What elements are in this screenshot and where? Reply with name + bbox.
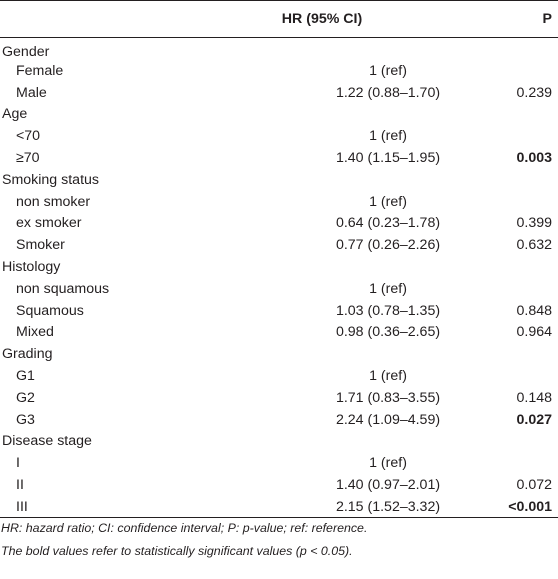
- row-p-value: [464, 38, 558, 61]
- table-row: Mixed 0.98 (0.36–2.65) 0.964: [0, 322, 558, 344]
- footnote-abbreviations: HR: hazard ratio; CI: confidence interva…: [1, 521, 368, 535]
- row-label: non smoker: [16, 193, 91, 210]
- row-label: Squamous: [16, 302, 84, 319]
- row-p-value: 0.027: [516, 411, 552, 428]
- row-group-label: Grading: [2, 346, 53, 363]
- row-label: ex smoker: [16, 215, 82, 232]
- table-row: ex smoker 0.64 (0.23–1.78) 0.399: [0, 213, 558, 235]
- row-label: Smoker: [16, 237, 65, 254]
- row-p-value: 0.239: [516, 84, 552, 101]
- table-row: Gender: [0, 38, 558, 61]
- header-variable: [0, 1, 180, 38]
- row-hr-value: 1.03 (0.78–1.35): [335, 302, 441, 319]
- table-row: Age: [0, 104, 558, 126]
- row-hr-value: [180, 343, 464, 365]
- row-p-value: [464, 256, 558, 278]
- row-p-value: [464, 60, 558, 82]
- row-p-value: [464, 343, 558, 365]
- table-row: non squamous 1 (ref): [0, 278, 558, 300]
- row-p-value: 0.399: [516, 215, 552, 232]
- table-row: Histology: [0, 256, 558, 278]
- row-hr-value: 1 (ref): [369, 368, 407, 385]
- row-p-value: 0.072: [516, 477, 552, 494]
- table-row: G2 1.71 (0.83–3.55) 0.148: [0, 387, 558, 409]
- row-p-value: 0.632: [516, 237, 552, 254]
- header-row: HR (95% CI) P: [0, 0, 558, 38]
- row-p-value: 0.148: [516, 389, 552, 406]
- table-row: I 1 (ref): [0, 452, 558, 474]
- table-row: Squamous 1.03 (0.78–1.35) 0.848: [0, 300, 558, 322]
- table-row: Grading: [0, 343, 558, 365]
- row-hr-value: 0.64 (0.23–1.78): [335, 215, 441, 232]
- table-header: HR (95% CI) P: [0, 0, 558, 38]
- row-hr-value: [180, 256, 464, 278]
- table-row: non smoker 1 (ref): [0, 191, 558, 213]
- row-group-label: Disease stage: [2, 433, 92, 450]
- row-group-label: Gender: [2, 44, 50, 60]
- row-p-value: <0.001: [508, 498, 552, 515]
- row-p-value: [464, 278, 558, 300]
- row-hr-value: 1.40 (1.15–1.95): [335, 150, 441, 167]
- row-hr-value: 1.40 (0.97–2.01): [335, 477, 441, 494]
- row-label: G1: [16, 368, 35, 385]
- table-row: G3 2.24 (1.09–4.59) 0.027: [0, 409, 558, 431]
- row-hr-value: [180, 169, 464, 191]
- row-label: <70: [16, 128, 41, 145]
- header-hr: HR (95% CI): [281, 11, 363, 27]
- row-label: ≥70: [16, 150, 40, 167]
- row-label: G3: [16, 411, 35, 428]
- row-p-value: [464, 365, 558, 387]
- row-p-value: 0.964: [516, 324, 552, 341]
- table-row: Disease stage: [0, 431, 558, 453]
- row-hr-value: 1 (ref): [369, 62, 407, 79]
- row-hr-value: 1 (ref): [369, 455, 407, 472]
- table-body: Gender Female 1 (ref) Male 1.22 (0.88–1.70) 0…: [0, 38, 558, 518]
- row-label: II: [16, 477, 24, 494]
- row-label: III: [16, 498, 28, 515]
- row-p-value: [464, 125, 558, 147]
- row-label: Female: [16, 62, 64, 79]
- row-p-value: [464, 431, 558, 453]
- header-p: P: [542, 11, 552, 27]
- row-hr-value: 2.24 (1.09–4.59): [335, 411, 441, 428]
- row-hr-value: 1.71 (0.83–3.55): [335, 389, 441, 406]
- row-p-value: 0.848: [516, 302, 552, 319]
- row-label: G2: [16, 389, 35, 406]
- row-hr-value: [180, 104, 464, 126]
- table-row: Smoker 0.77 (0.26–2.26) 0.632: [0, 234, 558, 256]
- row-hr-value: 2.15 (1.52–3.32): [335, 498, 441, 515]
- table-footnotes: HR: hazard ratio; CI: confidence interva…: [0, 517, 558, 563]
- table-row: Male 1.22 (0.88–1.70) 0.239: [0, 82, 558, 104]
- row-group-label: Histology: [2, 259, 61, 276]
- table-row: II 1.40 (0.97–2.01) 0.072: [0, 474, 558, 496]
- table-row: G1 1 (ref): [0, 365, 558, 387]
- row-hr-value: [180, 38, 464, 61]
- row-label: Mixed: [16, 324, 54, 341]
- row-p-value: 0.003: [516, 150, 552, 167]
- table-row: Smoking status: [0, 169, 558, 191]
- row-label: non squamous: [16, 280, 110, 297]
- row-p-value: [464, 191, 558, 213]
- row-p-value: [464, 169, 558, 191]
- row-group-label: Age: [2, 106, 28, 123]
- row-p-value: [464, 104, 558, 126]
- table-row: III 2.15 (1.52–3.32) <0.001: [0, 496, 558, 518]
- row-hr-value: 0.98 (0.36–2.65): [335, 324, 441, 341]
- hazard-ratio-table: HR (95% CI) P Gender Female 1 (ref) Male 1.2…: [0, 0, 558, 518]
- row-hr-value: [180, 431, 464, 453]
- row-hr-value: 1 (ref): [369, 280, 407, 297]
- table-row: Female 1 (ref): [0, 60, 558, 82]
- row-p-value: [464, 452, 558, 474]
- row-hr-value: 0.77 (0.26–2.26): [335, 237, 441, 254]
- table-row: <70 1 (ref): [0, 125, 558, 147]
- row-hr-value: 1.22 (0.88–1.70): [335, 84, 441, 101]
- row-label: Male: [16, 84, 47, 101]
- footnote-significance: The bold values refer to statistically s…: [1, 544, 353, 558]
- row-label: I: [16, 455, 20, 472]
- row-group-label: Smoking status: [2, 171, 99, 188]
- row-hr-value: 1 (ref): [369, 193, 407, 210]
- table-row: ≥70 1.40 (1.15–1.95) 0.003: [0, 147, 558, 169]
- row-hr-value: 1 (ref): [369, 128, 407, 145]
